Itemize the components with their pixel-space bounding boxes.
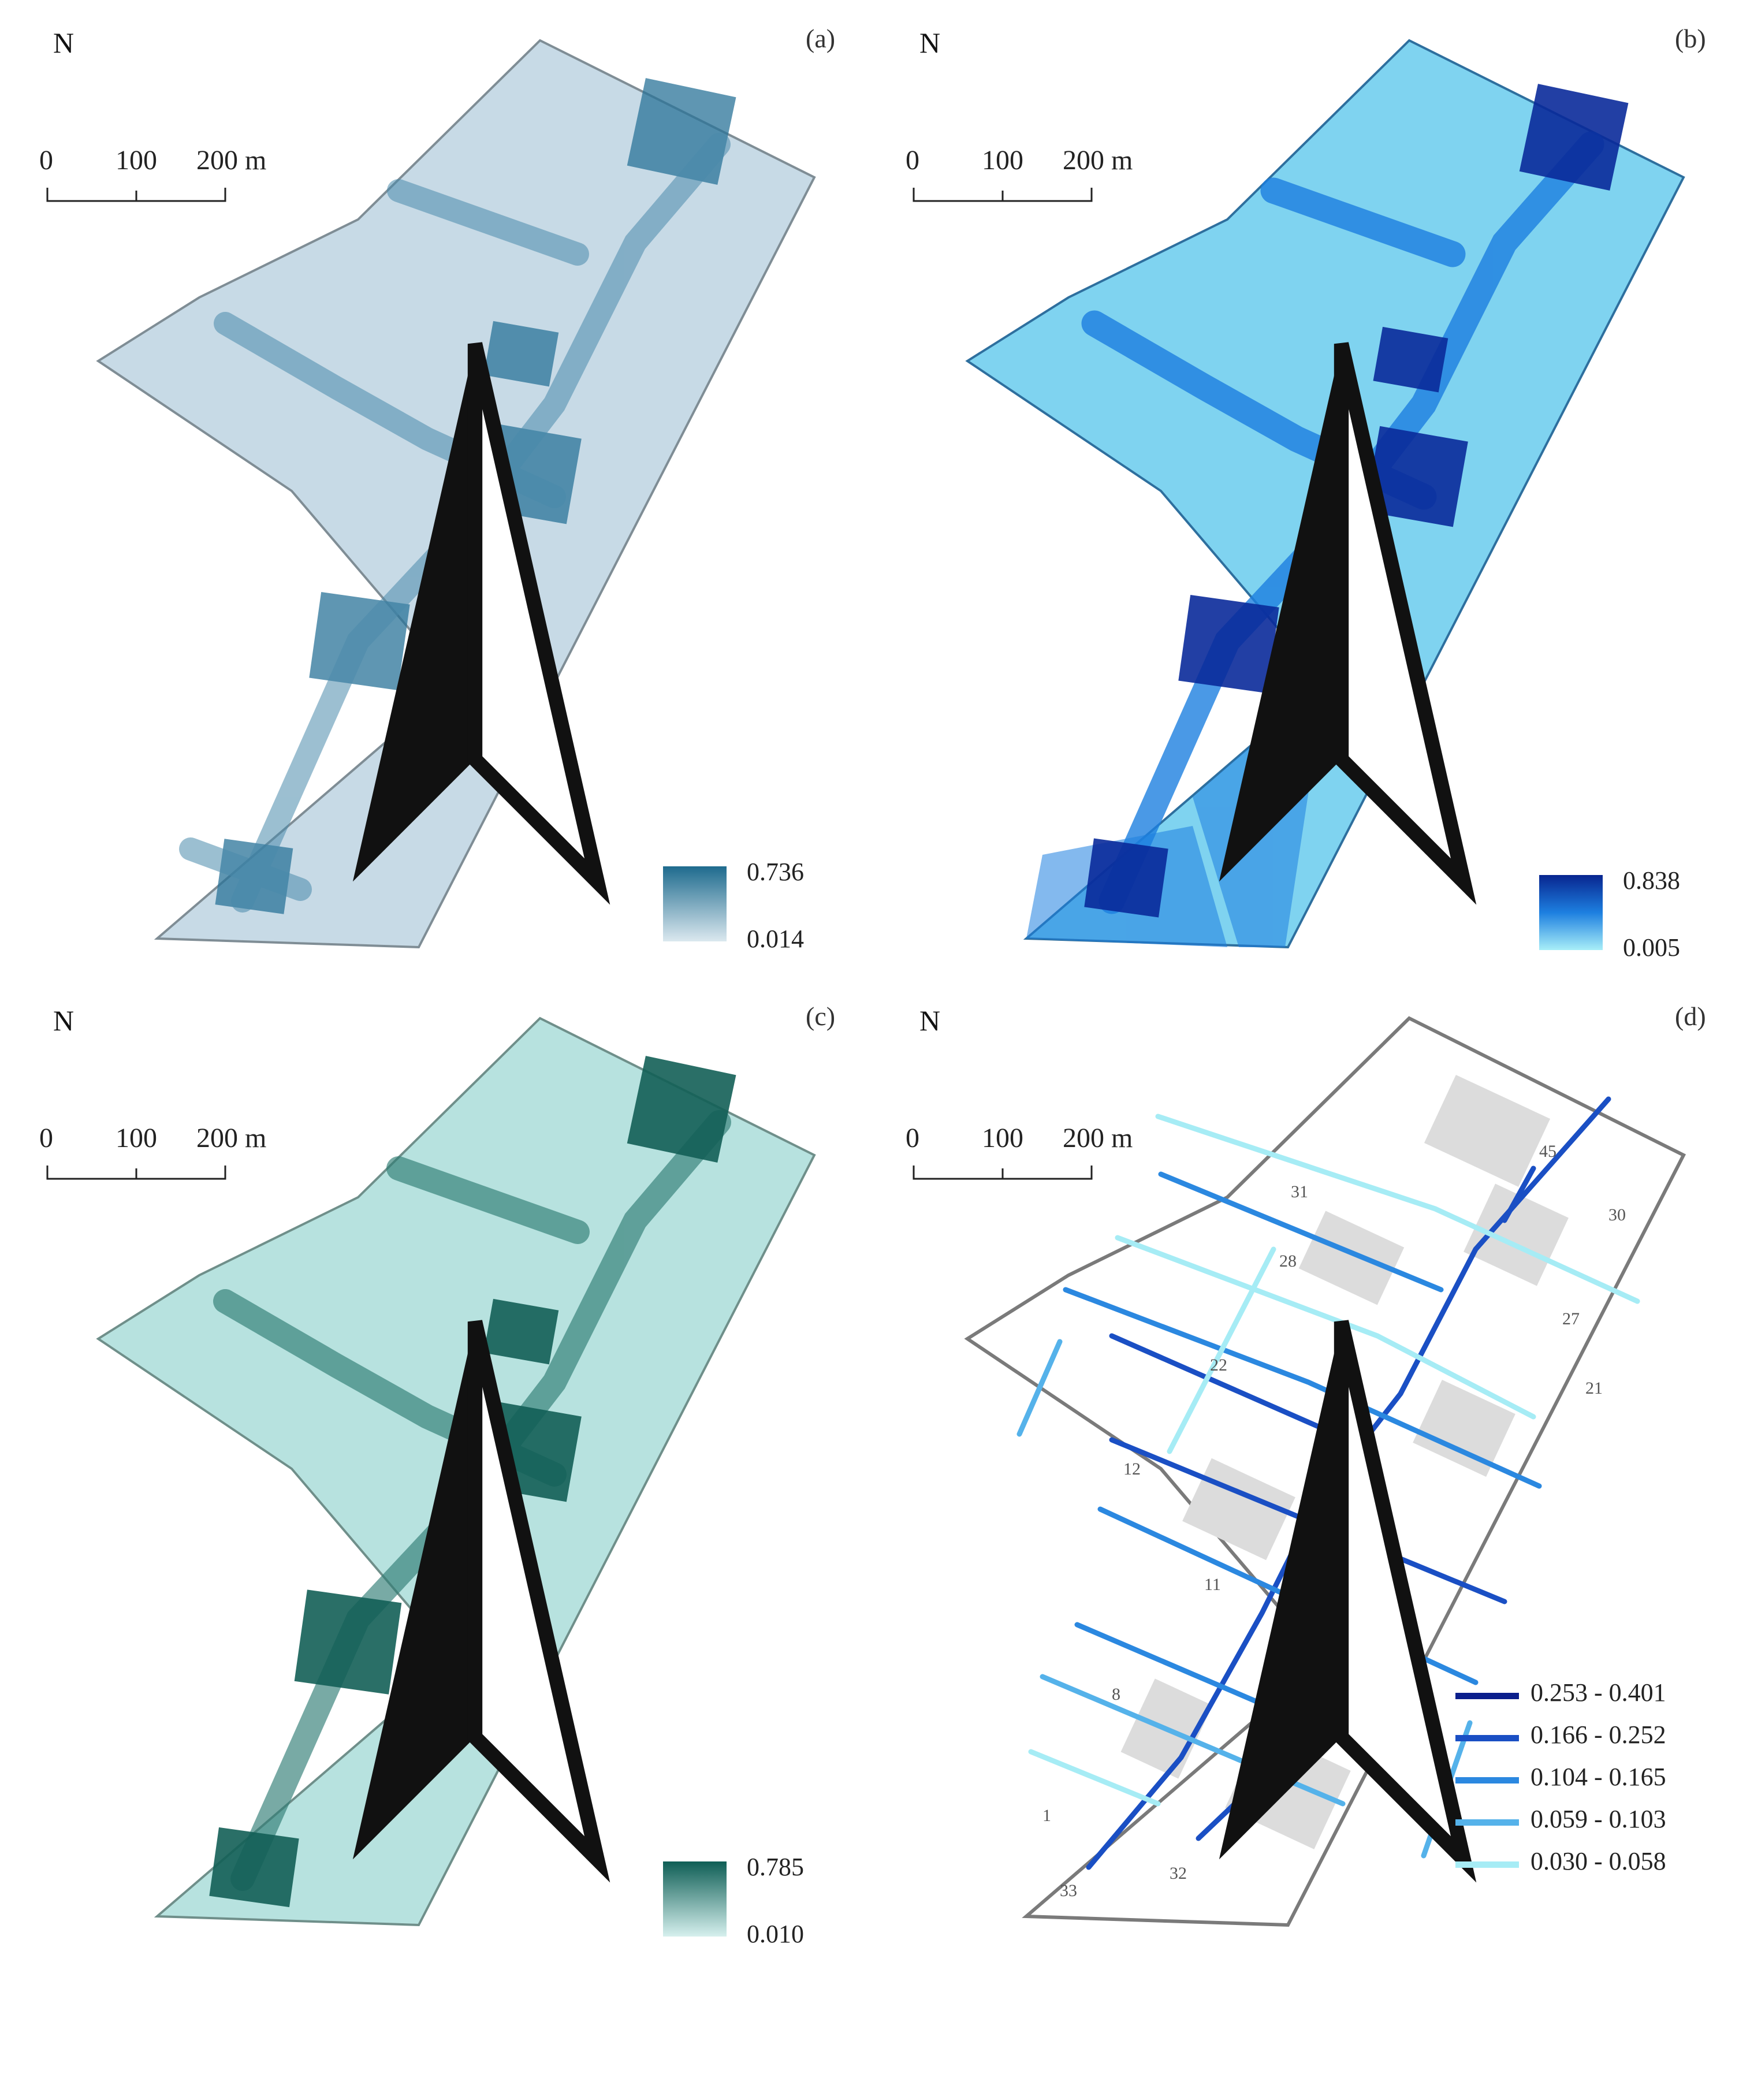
- street-segment: [1016, 1339, 1063, 1437]
- panel-a-map: (a) N 0 100 200 m 0.736 0.014: [0, 0, 869, 978]
- scale-line: [913, 188, 1093, 202]
- panel-c-map: (c) N 0 100 200 m 0.785 0.010: [0, 978, 869, 1956]
- scale-label-200: 200 m: [196, 145, 267, 176]
- scale-label-200: 200 m: [1063, 1123, 1133, 1153]
- scale-line: [46, 188, 226, 202]
- street-segment: [1109, 1333, 1351, 1443]
- north-arrow-icon: [1219, 1320, 1477, 1883]
- legend-swatch: [1455, 1819, 1519, 1826]
- legend-c-max: 0.785: [747, 1853, 804, 1881]
- legend-a-gradient: [663, 866, 727, 941]
- street-segment: [1028, 1749, 1161, 1807]
- north-arrow-b: N: [907, 26, 1477, 905]
- north-arrow-a: N: [40, 26, 610, 905]
- north-letter: N: [919, 1004, 941, 1037]
- scale-label-200: 200 m: [196, 1123, 267, 1153]
- legend-c-gradient: [663, 1861, 727, 1937]
- panel-b-map: (b) N 0 100 200 m 0.838 0.005: [869, 0, 1738, 978]
- legend-swatch: [1455, 1777, 1519, 1783]
- street-label-30: 30: [1608, 1205, 1626, 1224]
- scale-label-200: 200 m: [1063, 145, 1133, 176]
- scale-bar-a: 0 100 200 m: [35, 144, 277, 231]
- north-arrow-icon: [352, 342, 610, 905]
- street-segment: [1167, 1246, 1276, 1454]
- scale-bar-c: 0 100 200 m: [35, 1122, 277, 1209]
- legend-d-label: 0.059 - 0.103: [1531, 1805, 1666, 1833]
- street-label-12: 12: [1123, 1459, 1141, 1479]
- scale-label-100: 100: [116, 145, 157, 176]
- north-arrow-icon: [1219, 342, 1477, 905]
- legend-swatch: [1455, 1735, 1519, 1741]
- legend-a-min: 0.014: [747, 925, 804, 953]
- scale-label-0: 0: [906, 1123, 919, 1153]
- north-letter: N: [53, 1004, 75, 1037]
- street-segment: [1115, 1235, 1536, 1420]
- street-label-21: 21: [1585, 1379, 1603, 1398]
- legend-d-label: 0.030 - 0.058: [1531, 1847, 1666, 1875]
- legend-d-label: 0.166 - 0.252: [1531, 1721, 1666, 1749]
- scale-label-0: 0: [39, 145, 53, 176]
- north-letter: N: [919, 27, 941, 59]
- street-label-31: 31: [1291, 1182, 1308, 1201]
- street-label-32: 32: [1170, 1864, 1187, 1883]
- legend-c-min: 0.010: [747, 1920, 804, 1948]
- street-label-28: 28: [1279, 1252, 1297, 1271]
- legend-b-min: 0.005: [1623, 933, 1680, 962]
- street-label-33: 33: [1060, 1881, 1077, 1900]
- north-arrow-icon: [352, 1320, 610, 1883]
- high-value-patches: [1084, 84, 1629, 918]
- legend-swatch: [1455, 1693, 1519, 1699]
- scale-line: [46, 1166, 226, 1180]
- scale-label-100: 100: [982, 1123, 1023, 1153]
- scale-bar-b: 0 100 200 m: [901, 144, 1144, 231]
- legend-a-max: 0.736: [747, 858, 804, 886]
- street-label-11: 11: [1204, 1575, 1221, 1594]
- street-label-22: 22: [1210, 1356, 1227, 1375]
- street-label-1: 1: [1042, 1806, 1051, 1825]
- panel-c-label: (c): [806, 1001, 836, 1031]
- scale-label-0: 0: [39, 1123, 53, 1153]
- street-label-27: 27: [1562, 1309, 1580, 1328]
- north-letter: N: [53, 27, 75, 59]
- street-segment: [1155, 1114, 1640, 1304]
- legend-b-gradient: [1539, 875, 1603, 950]
- legend-b-max: 0.838: [1623, 866, 1680, 895]
- panel-d-label: (d): [1675, 1001, 1706, 1031]
- scale-label-100: 100: [116, 1123, 157, 1153]
- legend-d-label: 0.253 - 0.401: [1531, 1678, 1666, 1707]
- north-arrow-c: N: [40, 1004, 610, 1883]
- panel-b-label: (b): [1675, 24, 1706, 53]
- street-label-8: 8: [1112, 1685, 1120, 1704]
- scale-line: [913, 1166, 1093, 1180]
- legend-swatch: [1455, 1861, 1519, 1868]
- scale-label-100: 100: [982, 145, 1023, 176]
- legend-d-label: 0.104 - 0.165: [1531, 1763, 1666, 1791]
- panel-d-map: 45 31 28 22 12 11 8 13 1 32 33 27 21 30 …: [869, 978, 1738, 1956]
- street-segment: [1502, 1166, 1536, 1223]
- scale-bar-d: 0 100 200 m: [901, 1122, 1144, 1209]
- high-value-patches: [209, 1056, 736, 1908]
- scale-label-0: 0: [906, 145, 919, 176]
- street-segment: [1158, 1171, 1444, 1293]
- north-arrow-d: N: [907, 1004, 1477, 1883]
- street-segment: [1063, 1287, 1542, 1489]
- street-label-45: 45: [1539, 1142, 1556, 1161]
- panel-a-label: (a): [806, 24, 836, 53]
